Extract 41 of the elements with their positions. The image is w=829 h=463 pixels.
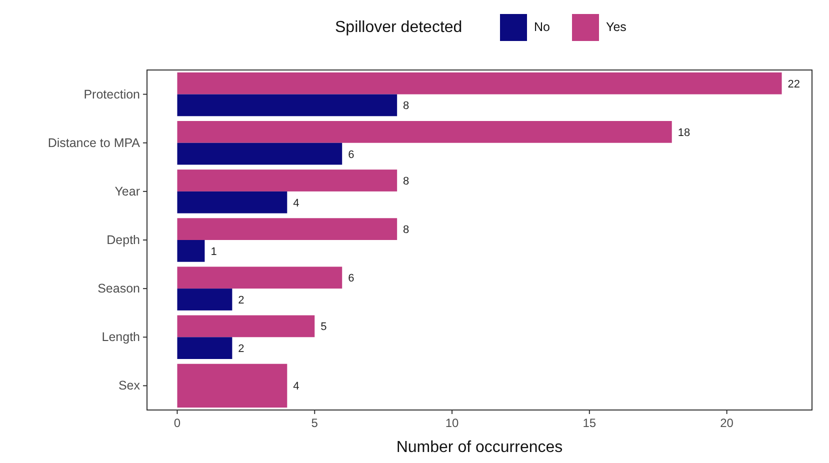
data-label: 2: [238, 343, 244, 356]
x-axis-title: Number of occurrences: [396, 439, 563, 456]
x-tick-label: 0: [174, 416, 181, 430]
bar: [177, 191, 288, 214]
data-label: 8: [403, 100, 410, 112]
bar: [177, 170, 398, 192]
bar: [177, 288, 232, 310]
bar: [177, 142, 342, 165]
y-tick-label: Length: [102, 330, 140, 344]
data-label: 4: [293, 197, 300, 210]
y-tick-label: Year: [114, 184, 140, 198]
y-tick-label: Protection: [84, 87, 140, 102]
bar: [177, 72, 782, 94]
x-tick-label: 20: [720, 416, 734, 430]
bar: [177, 266, 342, 289]
data-label: 4: [293, 380, 300, 393]
bar: [177, 315, 315, 338]
data-label: 18: [678, 126, 690, 139]
bar: [177, 94, 398, 116]
data-label: 2: [238, 294, 244, 306]
bar: [177, 337, 232, 359]
legend-title: Spillover detected: [335, 19, 462, 36]
y-tick-label: Season: [98, 282, 140, 296]
y-tick-label: Sex: [118, 378, 141, 393]
bar: [177, 240, 205, 262]
y-tick-label: Depth: [106, 233, 140, 247]
data-label: 8: [403, 176, 410, 188]
legend-label: Yes: [606, 20, 626, 34]
x-tick-label: 10: [445, 416, 460, 430]
data-label: 5: [320, 321, 327, 334]
bar: [177, 218, 398, 240]
data-label: 22: [788, 78, 800, 90]
data-label: 6: [348, 148, 354, 161]
x-tick-label: 15: [582, 416, 596, 430]
y-tick-label: Distance to MPA: [48, 136, 141, 150]
legend-label: No: [534, 20, 550, 34]
data-label: 1: [210, 246, 217, 258]
data-label: 6: [348, 272, 354, 285]
x-tick-label: 5: [311, 416, 318, 430]
bar: [177, 121, 672, 143]
data-label: 8: [403, 224, 410, 236]
